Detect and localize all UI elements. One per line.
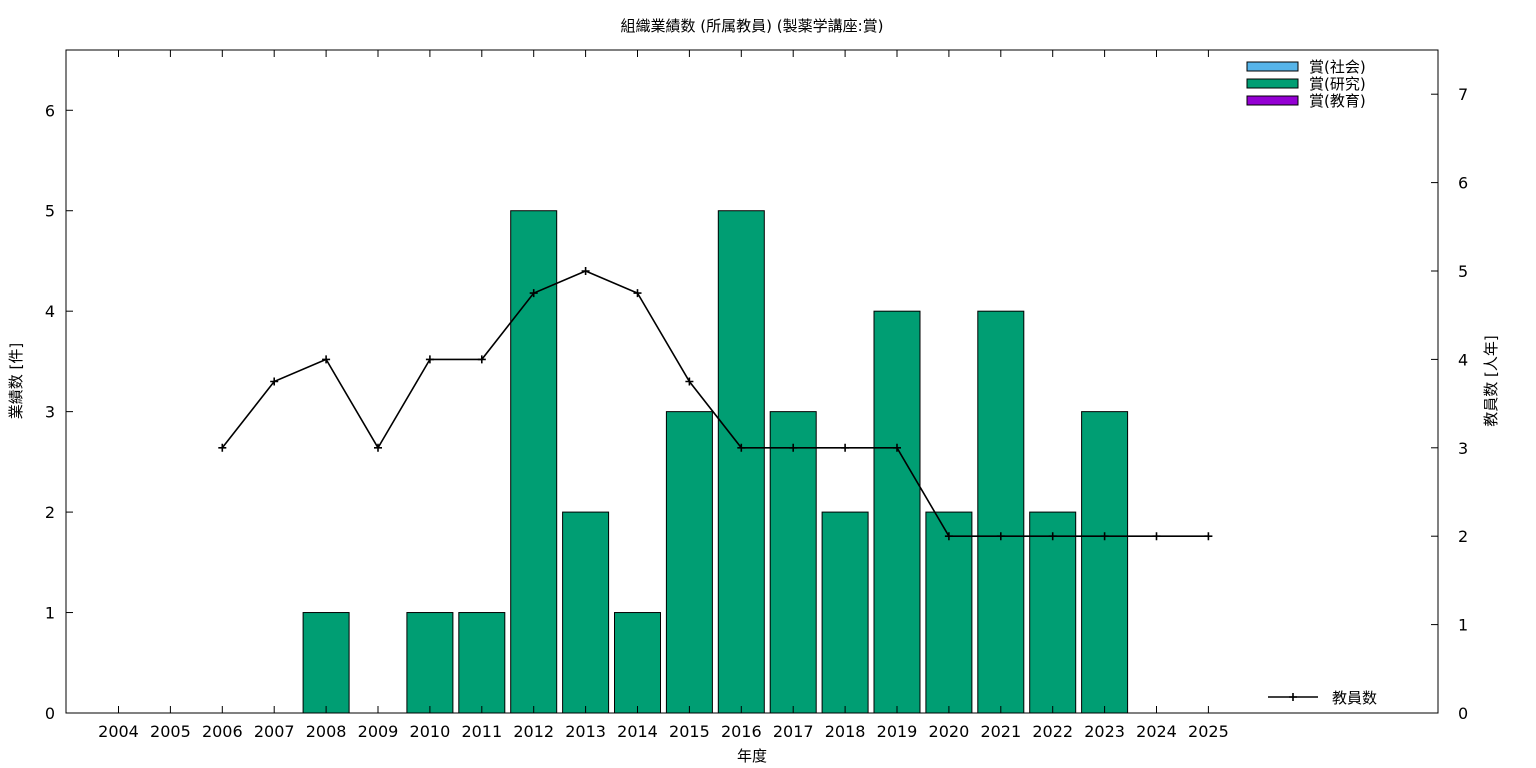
line-layer [218, 267, 1213, 541]
legend-marker-3 [1289, 693, 1297, 701]
y-tick-label-2: 2 [45, 503, 55, 522]
bar-2011-series-1 [458, 612, 506, 714]
x-tick-label-2005: 2005 [150, 722, 191, 741]
bar-2017-series-1 [769, 411, 817, 714]
point-2006 [218, 443, 227, 452]
legend-swatch-2 [1246, 95, 1299, 106]
y2-tick-label-1: 1 [1458, 616, 1468, 635]
point-2023 [1100, 532, 1109, 541]
x-tick-label-2022: 2022 [1032, 722, 1073, 741]
y-tick-label-4: 4 [45, 302, 55, 321]
x-tick-label-2016: 2016 [721, 722, 762, 741]
point-2010 [425, 355, 434, 364]
bar-2014-series-1 [614, 612, 661, 714]
bar-2020-series-1 [925, 511, 973, 714]
x-tick-label-2007: 2007 [254, 722, 295, 741]
x-tick-label-2009: 2009 [358, 722, 399, 741]
x-tick-label-2020: 2020 [929, 722, 970, 741]
legend-swatch-1 [1246, 78, 1299, 89]
point-2014 [633, 289, 642, 298]
y-axis-title: 業績数 [件] [7, 343, 25, 419]
bars-layer [302, 210, 1129, 714]
line-3 [221, 270, 1209, 538]
legend-swatch-0 [1246, 61, 1299, 72]
y2-tick-label-7: 7 [1458, 85, 1468, 104]
point-2012 [529, 289, 538, 298]
point-2013 [581, 267, 590, 275]
bar-2022-series-1 [1029, 511, 1077, 714]
x-tick-label-2021: 2021 [980, 722, 1021, 741]
bar-2010-series-1 [406, 612, 454, 714]
y2-tick-label-5: 5 [1458, 262, 1468, 281]
y2-tick-label-2: 2 [1458, 527, 1468, 546]
point-2017 [789, 443, 798, 452]
x-tick-label-2011: 2011 [461, 722, 502, 741]
point-2018 [841, 443, 850, 452]
legend-label-0: 賞(社会) [1309, 58, 1366, 76]
x-tick-label-2006: 2006 [202, 722, 243, 741]
x-tick-label-2023: 2023 [1084, 722, 1125, 741]
axes-layer: 2004 2005 2006 2007 2008 2009 2010 2011 2012 2013… [45, 50, 1468, 741]
plot-frame [65, 49, 1439, 714]
point-2016 [737, 443, 746, 452]
y2-tick-label-3: 3 [1458, 439, 1468, 458]
point-2019 [893, 443, 901, 452]
bar-2013-series-1 [562, 511, 610, 714]
x-tick-label-2013: 2013 [565, 722, 606, 741]
chart-title: 組織業績数 (所属教員) (製薬学講座:賞) [621, 17, 884, 35]
point-2022 [1048, 532, 1057, 541]
y2-tick-label-4: 4 [1458, 350, 1468, 369]
x-tick-label-2015: 2015 [669, 722, 710, 741]
x-tick-label-2017: 2017 [773, 722, 814, 741]
x-tick-label-2008: 2008 [306, 722, 347, 741]
x-tick-label-2010: 2010 [410, 722, 451, 741]
x-tick-label-2019: 2019 [877, 722, 918, 741]
x-tick-label-2004: 2004 [98, 722, 139, 741]
bar-2021-series-1 [977, 310, 1025, 714]
bar-2008-series-1 [302, 612, 350, 714]
y-tick-label-0: 0 [45, 704, 55, 723]
legend-label-2: 賞(教育) [1309, 92, 1366, 110]
legend: 賞(社会)賞(研究)賞(教育) 教員数 [1246, 58, 1377, 707]
point-2020 [944, 532, 953, 541]
point-2009 [374, 443, 382, 452]
x-tick-label-2025: 2025 [1188, 722, 1229, 741]
y-tick-label-5: 5 [45, 202, 55, 221]
x-tick-label-2014: 2014 [617, 722, 658, 741]
y-tick-label-6: 6 [45, 101, 55, 120]
x-tick-label-2012: 2012 [513, 722, 554, 741]
point-2015 [685, 377, 694, 386]
bar-2018-series-1 [821, 511, 869, 714]
y-tick-label-1: 1 [45, 604, 55, 623]
bar-2023-series-1 [1081, 411, 1129, 714]
point-2024 [1152, 532, 1161, 541]
point-2021 [996, 532, 1005, 541]
point-2025 [1204, 532, 1213, 541]
y-tick-label-3: 3 [45, 403, 55, 422]
x-axis-title: 年度 [737, 747, 767, 765]
y2-axis-title: 教員数 [人年] [1482, 335, 1500, 426]
x-tick-label-2018: 2018 [825, 722, 866, 741]
bar-2015-series-1 [665, 411, 713, 714]
point-2008 [322, 355, 331, 364]
point-2011 [477, 355, 486, 364]
bar-2016-series-1 [717, 210, 765, 714]
x-tick-label-2024: 2024 [1136, 722, 1177, 741]
y2-tick-label-0: 0 [1458, 704, 1468, 723]
bar-2019-series-1 [873, 310, 921, 714]
legend-label-1: 賞(研究) [1309, 75, 1366, 93]
y2-tick-label-6: 6 [1458, 174, 1468, 193]
legend-label-3: 教員数 [1332, 689, 1377, 707]
point-2007 [270, 377, 279, 386]
